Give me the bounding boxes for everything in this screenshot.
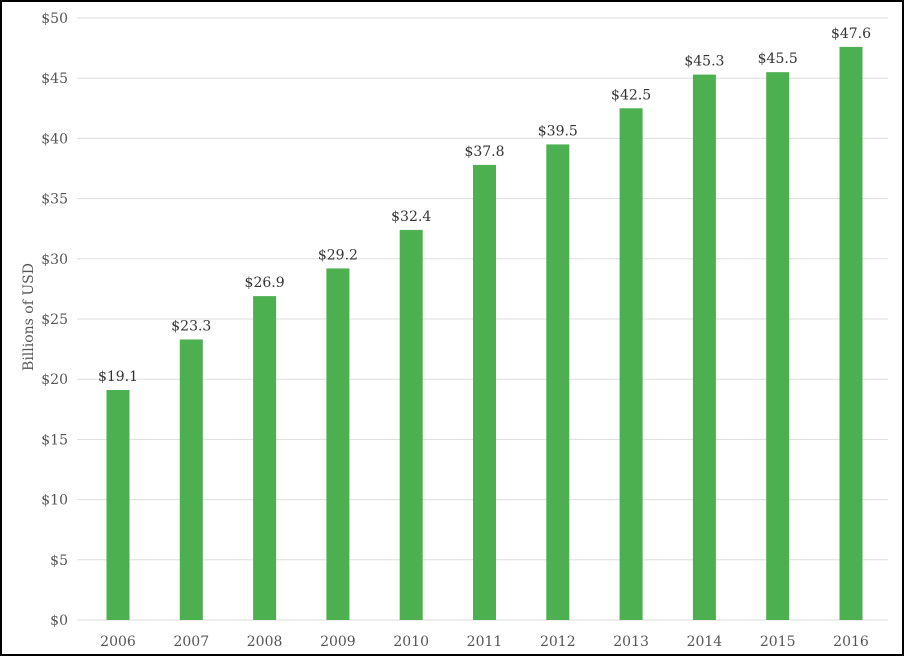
bar	[106, 390, 130, 620]
bar	[326, 268, 350, 620]
gridlines	[77, 17, 888, 621]
data-label: $23.3	[171, 318, 211, 334]
y-tick-label: $40	[41, 131, 68, 147]
y-tick-label: $0	[50, 613, 68, 629]
bar	[253, 296, 277, 620]
data-label: $45.3	[684, 54, 724, 70]
x-tick-label: 2010	[393, 634, 429, 650]
y-axis-title: Billions of USD	[21, 263, 37, 371]
data-label: $42.5	[611, 87, 651, 103]
bar	[766, 72, 790, 621]
bars	[106, 46, 863, 621]
x-tick-label: 2007	[173, 634, 209, 650]
data-label: $39.5	[538, 123, 578, 139]
y-axis-ticks: $0 $5 $10 $15 $20 $25 $30 $35 $40 $45 $50	[41, 11, 68, 629]
y-tick-label: $50	[41, 11, 68, 27]
bar	[399, 229, 423, 621]
x-tick-label: 2008	[247, 634, 283, 650]
bar	[619, 108, 643, 621]
data-label: $26.9	[245, 275, 285, 291]
y-tick-label: $15	[41, 432, 68, 448]
x-tick-label: 2012	[540, 634, 576, 650]
bar	[546, 144, 570, 621]
y-tick-label: $10	[41, 493, 68, 509]
x-tick-label: 2014	[687, 634, 723, 650]
data-label: $32.4	[391, 209, 431, 225]
data-labels: $19.1 $23.3 $26.9 $29.2 $32.4 $37.8 $39.5 $42.5…	[98, 26, 871, 385]
x-tick-label: 2009	[320, 634, 356, 650]
data-label: $29.2	[318, 247, 358, 263]
y-tick-label: $30	[41, 252, 68, 268]
x-tick-label: 2011	[467, 634, 503, 650]
x-tick-label: 2006	[100, 634, 136, 650]
data-label: $19.1	[98, 369, 138, 385]
x-tick-label: 2016	[833, 634, 869, 650]
bar	[692, 74, 716, 620]
data-label: $45.5	[758, 51, 798, 67]
x-axis-ticks: 2006 2007 2008 2009 2010 2011 2012 2013 2014 2015…	[100, 634, 869, 650]
y-tick-label: $5	[50, 553, 68, 569]
x-tick-label: 2015	[760, 634, 796, 650]
bar	[473, 164, 496, 620]
y-tick-label: $35	[41, 192, 68, 208]
y-tick-label: $20	[41, 372, 68, 388]
bar	[179, 339, 203, 620]
y-tick-label: $45	[41, 71, 68, 87]
y-tick-label: $25	[41, 312, 68, 328]
data-label: $47.6	[831, 26, 871, 42]
bar	[839, 46, 863, 621]
x-tick-label: 2013	[613, 634, 649, 650]
data-label: $37.8	[464, 144, 504, 160]
